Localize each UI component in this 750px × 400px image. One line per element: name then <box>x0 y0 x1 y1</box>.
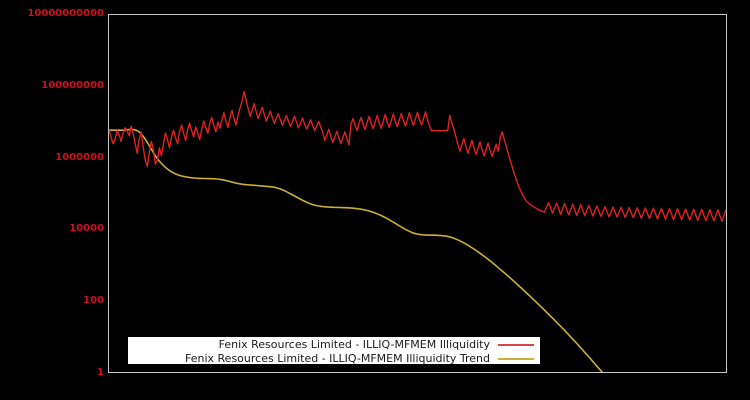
legend-swatch-illiquidity <box>498 343 534 346</box>
y-tick-label: 10000000000 <box>27 8 104 19</box>
plot-area <box>108 14 727 373</box>
y-tick-label: 1000000 <box>55 151 104 163</box>
y-axis-tick-labels: 10000000000 100000000 1000000 10000 100 1 <box>0 0 104 400</box>
chart-legend: Fenix Resources Limited - ILLIQ-MFMEM Il… <box>128 337 540 364</box>
series-line-illiquidity-trend <box>109 128 604 372</box>
y-tick-label: 10000 <box>69 223 104 235</box>
series-canvas <box>109 90 726 372</box>
series-line-illiquidity <box>109 90 726 222</box>
y-tick-label: 100000000 <box>41 79 104 91</box>
legend-entry-illiquidity-trend: Fenix Resources Limited - ILLIQ-MFMEM Il… <box>128 352 540 365</box>
legend-label-illiquidity: Fenix Resources Limited - ILLIQ-MFMEM Il… <box>218 338 490 351</box>
legend-label-illiquidity-trend: Fenix Resources Limited - ILLIQ-MFMEM Il… <box>185 352 490 365</box>
legend-entry-illiquidity: Fenix Resources Limited - ILLIQ-MFMEM Il… <box>128 338 540 351</box>
y-tick-label: 1 <box>97 367 104 378</box>
legend-swatch-illiquidity-trend <box>498 357 534 360</box>
y-tick-label: 100 <box>83 295 104 307</box>
